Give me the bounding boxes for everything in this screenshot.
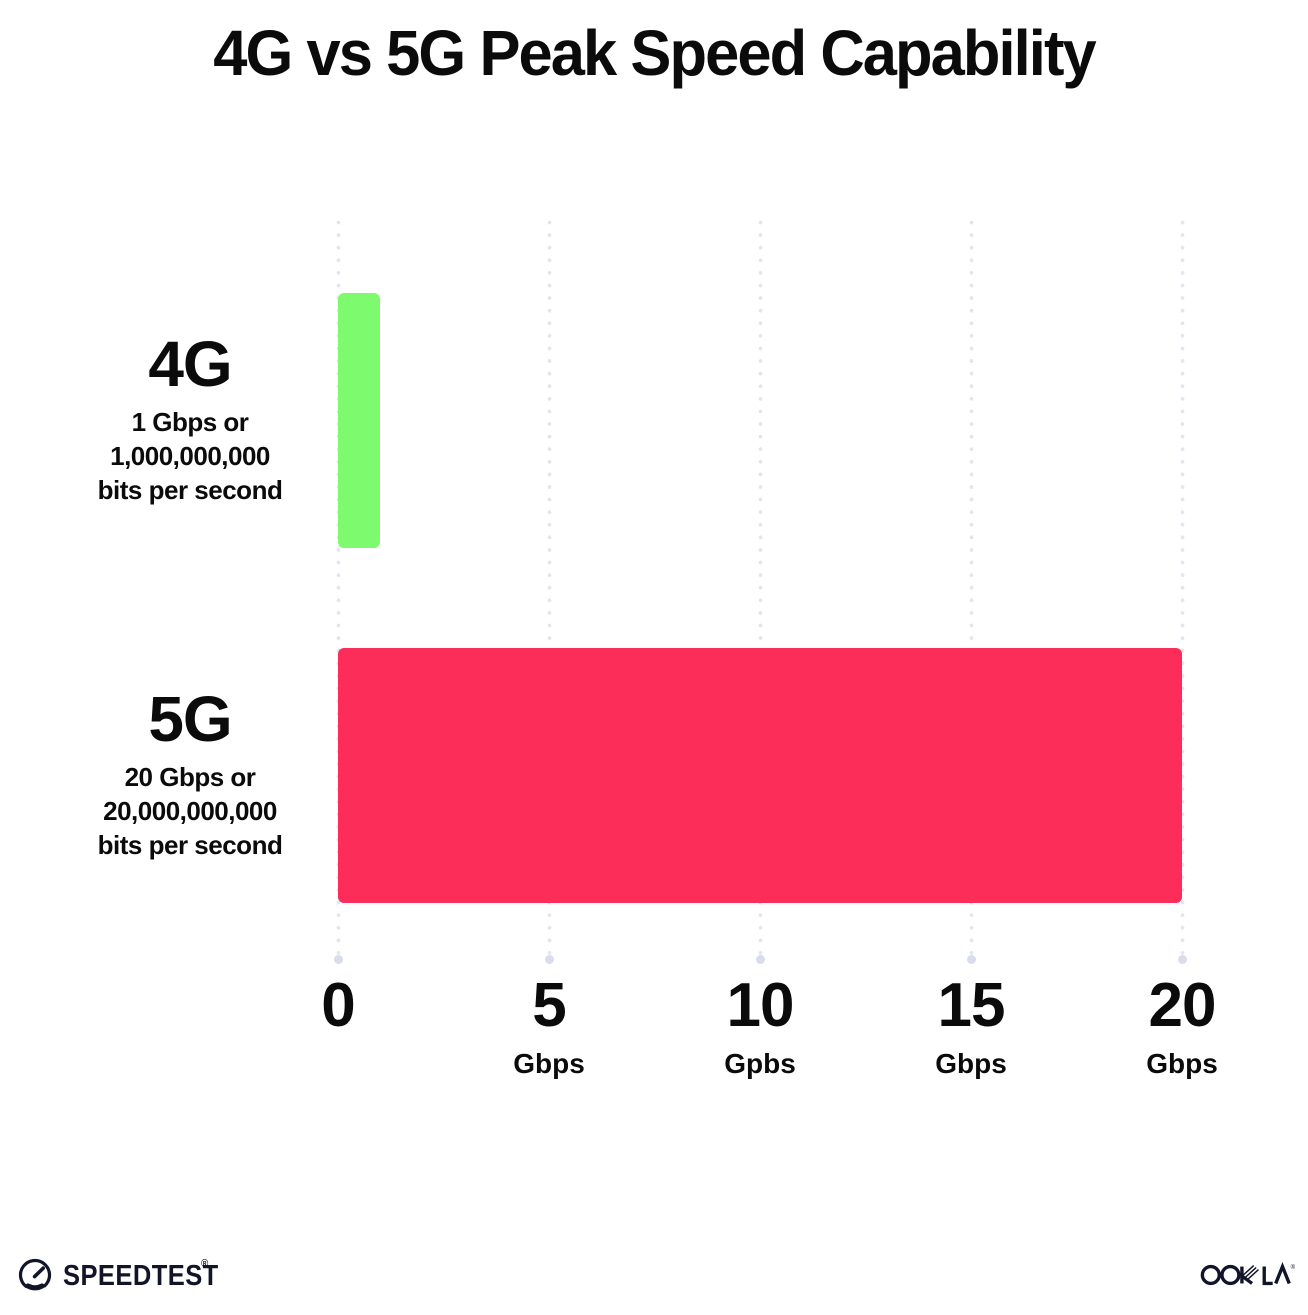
- gridline-10: [755, 220, 765, 964]
- x-tick-20: 20 Gbps: [1062, 975, 1302, 1078]
- speedtest-wordmark: SPEEDTEST®: [63, 1257, 219, 1292]
- x-tick-unit: Gpbs: [724, 1048, 796, 1079]
- x-tick-unit: Gbps: [935, 1048, 1007, 1079]
- category-sublabel-line: bits per second: [97, 829, 283, 860]
- category-sublabel-line: 20 Gbps or: [124, 762, 256, 793]
- gridline-0: [333, 220, 343, 964]
- category-sublabel-line: bits per second: [97, 474, 283, 505]
- x-tick-value: 20: [1148, 971, 1217, 1040]
- gridline-15: [966, 220, 976, 964]
- speedtest-gauge-icon: [18, 1258, 52, 1292]
- footer: SPEEDTEST® ®: [0, 1250, 1308, 1300]
- x-tick-value: 0: [321, 971, 355, 1040]
- ookla-logo: ®: [1200, 1260, 1296, 1295]
- row-label-4g: 4G 1 Gbps or 1,000,000,000 bits per second: [28, 328, 352, 508]
- category-sublabel-line: 1 Gbps or: [131, 407, 249, 438]
- row-label-5g: 5G 20 Gbps or 20,000,000,000 bits per secon…: [28, 683, 352, 863]
- speedtest-logo: SPEEDTEST®: [15, 1255, 229, 1295]
- category-name: 5G: [148, 683, 232, 755]
- category-sublabel-line: 20,000,000,000: [103, 795, 277, 826]
- bar-5g: [338, 648, 1182, 903]
- x-tick-5: 5 Gbps: [429, 975, 669, 1078]
- gridline-20: [1177, 220, 1187, 964]
- x-tick-value: 10: [726, 971, 795, 1040]
- x-tick-unit: Gbps: [1146, 1048, 1218, 1079]
- speedtest-trademark: ®: [201, 1257, 209, 1270]
- x-tick-0: 0: [218, 975, 458, 1037]
- x-tick-value: 5: [532, 971, 566, 1040]
- gridline-5: [544, 220, 554, 964]
- ookla-trademark: ®: [1291, 1264, 1296, 1271]
- ookla-wordmark: ®: [1200, 1261, 1296, 1286]
- x-tick-unit: Gbps: [513, 1048, 585, 1079]
- x-tick-10: 10 Gpbs: [640, 975, 880, 1078]
- category-name: 4G: [148, 328, 232, 400]
- x-tick-15: 15 Gbps: [851, 975, 1091, 1078]
- category-sublabel-line: 1,000,000,000: [110, 440, 270, 471]
- chart-title: 4G vs 5G Peak Speed Capability: [213, 17, 1096, 89]
- plot-area: [333, 220, 1187, 964]
- x-tick-value: 15: [937, 971, 1006, 1040]
- bar-4g: [338, 293, 381, 548]
